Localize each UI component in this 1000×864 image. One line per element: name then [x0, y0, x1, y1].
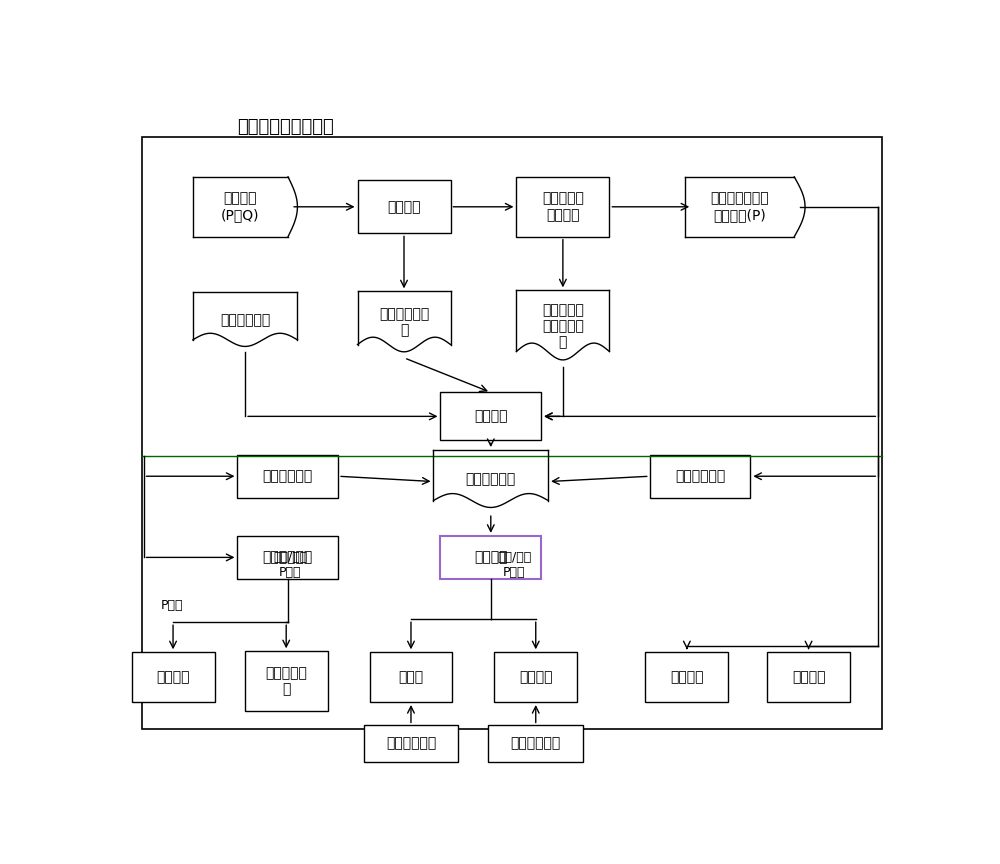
Text: 开始/停止
P指令: 开始/停止 P指令: [273, 551, 307, 580]
Text: 跟随控制指令: 跟随控制指令: [263, 550, 313, 564]
Text: 本地跟随控制: 本地跟随控制: [511, 737, 561, 751]
Text: 运行计划修正: 运行计划修正: [675, 469, 725, 483]
Text: 蓄电池: 蓄电池: [398, 670, 424, 684]
Bar: [494, 652, 577, 702]
Text: 电力负载: 电力负载: [156, 670, 190, 684]
Bar: [237, 454, 338, 498]
Text: 控制指令: 控制指令: [474, 550, 508, 564]
Bar: [440, 536, 541, 579]
Bar: [358, 181, 450, 233]
Bar: [364, 726, 458, 762]
Bar: [645, 652, 728, 702]
Bar: [142, 137, 882, 729]
Text: 光伏、风力发电
特性数据(P): 光伏、风力发电 特性数据(P): [710, 192, 769, 222]
Text: 发电计划模式: 发电计划模式: [466, 473, 516, 486]
Text: 开始/停止
P指令: 开始/停止 P指令: [497, 551, 531, 580]
Bar: [245, 651, 328, 711]
Text: 光伏、风力
发电预测: 光伏、风力 发电预测: [542, 192, 584, 222]
Text: 风力发电: 风力发电: [670, 670, 704, 684]
Bar: [440, 392, 541, 441]
Text: 微电网供需控制系统: 微电网供需控制系统: [237, 118, 334, 136]
Text: 电力数据接收: 电力数据接收: [220, 313, 270, 327]
Bar: [132, 652, 215, 702]
Bar: [516, 177, 609, 237]
Text: 光伏、风力
发电预测模
型: 光伏、风力 发电预测模 型: [542, 303, 584, 349]
Text: 本地跟随控制: 本地跟随控制: [386, 737, 436, 751]
Bar: [370, 652, 452, 702]
Text: 微型燃气轮
机: 微型燃气轮 机: [265, 666, 307, 696]
Text: 运行计划修正: 运行计划修正: [263, 469, 313, 483]
Text: 需求预测模模
型: 需求预测模模 型: [379, 308, 429, 338]
Bar: [488, 726, 583, 762]
Text: 负荷数据
(P、Q): 负荷数据 (P、Q): [221, 192, 260, 222]
Text: 运行计划: 运行计划: [474, 410, 508, 423]
Text: P指令: P指令: [160, 600, 183, 613]
Bar: [237, 536, 338, 579]
Bar: [767, 652, 850, 702]
Text: 超级电容: 超级电容: [519, 670, 552, 684]
Text: 光伏发电: 光伏发电: [792, 670, 825, 684]
Text: 需求预测: 需求预测: [387, 200, 421, 213]
Bar: [650, 454, 750, 498]
